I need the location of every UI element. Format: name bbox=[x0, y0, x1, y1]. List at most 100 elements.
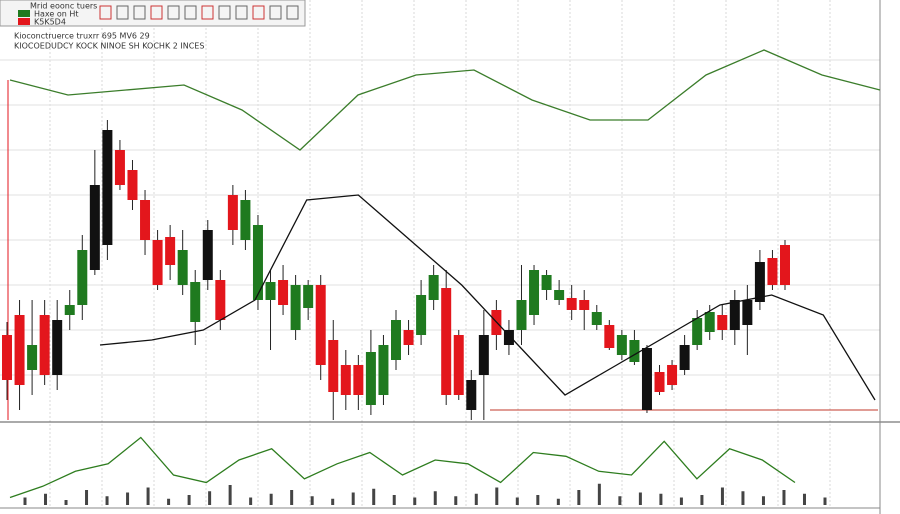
toolbar-button bbox=[235, 5, 248, 20]
candle-body bbox=[140, 200, 151, 240]
volume-bar bbox=[331, 498, 335, 505]
candle-body bbox=[378, 345, 389, 395]
candle-body bbox=[102, 130, 113, 245]
volume-bar bbox=[44, 493, 48, 505]
volume-bar bbox=[495, 487, 499, 505]
chart-subtitle: KIOCOEDUDCY KOCK NINOE SH KOCHK 2 INCES bbox=[14, 42, 204, 51]
candle-body bbox=[39, 315, 50, 375]
candle-body bbox=[403, 330, 414, 345]
toolbar-button bbox=[116, 5, 129, 20]
candle-body bbox=[328, 340, 339, 392]
volume-bar bbox=[23, 497, 27, 505]
candle-body bbox=[127, 170, 138, 200]
volume-bar bbox=[269, 493, 273, 505]
candle-body bbox=[202, 230, 213, 280]
volume-bar bbox=[290, 490, 294, 505]
oscillator-line bbox=[9, 436, 796, 499]
volume-bar bbox=[638, 492, 642, 505]
toolbar-text: K5K5D4 bbox=[34, 18, 66, 27]
candle-body bbox=[215, 280, 226, 320]
toolbar-button bbox=[201, 5, 214, 20]
volume-bar bbox=[536, 495, 540, 505]
toolbar-icon bbox=[18, 10, 30, 17]
volume-bar bbox=[433, 491, 437, 505]
candle-body bbox=[641, 348, 652, 410]
candle-body bbox=[604, 325, 615, 348]
toolbar-button bbox=[150, 5, 163, 20]
candle-body bbox=[77, 250, 88, 305]
candle-body bbox=[654, 372, 665, 392]
volume-bar bbox=[167, 498, 171, 505]
candle-body bbox=[416, 295, 427, 335]
volume-bar bbox=[577, 490, 581, 505]
candle-body bbox=[616, 335, 627, 355]
volume-bar bbox=[310, 496, 314, 505]
candle-body bbox=[315, 285, 326, 365]
candle-body bbox=[14, 315, 25, 385]
volume-bar bbox=[372, 488, 376, 505]
candle-body bbox=[466, 380, 477, 410]
candle-body bbox=[579, 300, 590, 310]
candle-body bbox=[441, 288, 452, 395]
volume-bar bbox=[187, 495, 191, 505]
candle-body bbox=[529, 270, 540, 315]
volume-bar bbox=[802, 493, 806, 505]
toolbar-text: Mrid eoonc tuers bbox=[30, 2, 97, 11]
volume-bar bbox=[146, 487, 150, 505]
candle-body bbox=[478, 335, 489, 375]
candle-body bbox=[742, 300, 753, 325]
toolbar-icon bbox=[18, 18, 30, 25]
candle-body bbox=[52, 320, 63, 375]
candle-body bbox=[353, 365, 364, 395]
volume-bar bbox=[208, 491, 212, 505]
candle-body bbox=[278, 280, 289, 305]
volume-bar bbox=[228, 485, 232, 505]
volume-bar bbox=[597, 483, 601, 505]
volume-bar bbox=[413, 497, 417, 505]
candle-body bbox=[2, 335, 12, 380]
volume-bar bbox=[474, 493, 478, 505]
candle-body bbox=[780, 245, 790, 285]
candle-body bbox=[177, 250, 188, 285]
volume-bar bbox=[659, 493, 663, 505]
candle-body bbox=[340, 365, 351, 395]
toolbar-button bbox=[133, 5, 146, 20]
candle-body bbox=[516, 300, 527, 330]
volume-bar bbox=[249, 497, 253, 505]
volume-bar bbox=[64, 500, 68, 505]
volume-bar bbox=[700, 495, 704, 505]
candle-body bbox=[667, 365, 678, 385]
volume-bar bbox=[741, 491, 745, 505]
candle-body bbox=[629, 340, 640, 362]
candle-body bbox=[729, 300, 740, 330]
candle-body bbox=[252, 225, 263, 300]
toolbar[interactable] bbox=[0, 0, 306, 27]
toolbar-icons bbox=[99, 5, 299, 20]
volume-bar bbox=[351, 492, 355, 505]
candle-body bbox=[717, 315, 728, 330]
chart-title: Kioconctruerce truxrr 695 MV6 29 bbox=[14, 32, 150, 41]
toolbar-button bbox=[99, 5, 112, 20]
volume-bar bbox=[515, 497, 519, 505]
candle-body bbox=[767, 258, 778, 285]
volume-bar bbox=[85, 490, 89, 505]
candle-body bbox=[240, 200, 251, 240]
toolbar-button bbox=[286, 5, 299, 20]
candle-body bbox=[503, 330, 514, 345]
candle-body bbox=[541, 275, 552, 290]
toolbar-button bbox=[184, 5, 197, 20]
volume-bar bbox=[679, 497, 683, 505]
candle-body bbox=[679, 345, 690, 370]
toolbar-button bbox=[269, 5, 282, 20]
toolbar-button bbox=[218, 5, 231, 20]
volume-bar bbox=[823, 497, 827, 505]
candle-body bbox=[227, 195, 238, 230]
candle-body bbox=[428, 275, 439, 300]
candle-body bbox=[165, 237, 176, 265]
moving-average-line bbox=[99, 194, 876, 401]
candle-body bbox=[152, 240, 163, 285]
candle-body bbox=[365, 352, 376, 405]
candle-body bbox=[754, 262, 765, 302]
candle-body bbox=[303, 285, 314, 308]
